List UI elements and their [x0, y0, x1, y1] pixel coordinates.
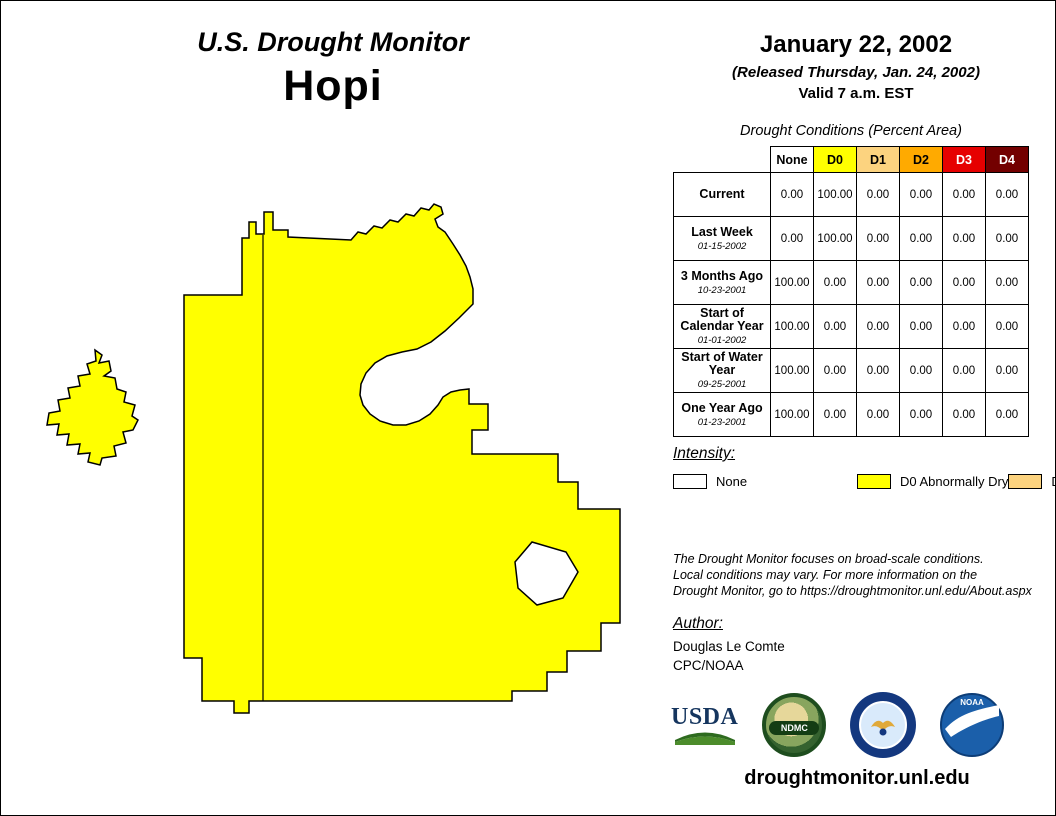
value-cell: 0.00: [942, 392, 986, 437]
col-header-d0: D0: [813, 146, 857, 173]
value-cell: 0.00: [770, 216, 814, 261]
value-cell: 0.00: [985, 172, 1029, 217]
value-cell: 0.00: [856, 348, 900, 393]
usda-swoosh-icon: [674, 732, 735, 745]
row-label: Current: [673, 172, 771, 217]
value-cell: 0.00: [985, 348, 1029, 393]
value-cell: 0.00: [899, 348, 943, 393]
col-header-d4: D4: [985, 146, 1029, 173]
report-title: U.S. Drought Monitor: [197, 27, 469, 57]
value-cell: 0.00: [899, 216, 943, 261]
author-title: Author:: [673, 615, 723, 632]
hopi-map: [46, 203, 621, 714]
value-cell: 100.00: [770, 260, 814, 305]
value-cell: 0.00: [813, 260, 857, 305]
value-cell: 0.00: [770, 172, 814, 217]
table-corner-cell: [673, 146, 771, 173]
value-cell: 0.00: [856, 216, 900, 261]
value-cell: 0.00: [985, 260, 1029, 305]
row-label: Start of Calendar Year 01-01-2002: [673, 304, 771, 349]
released-date: (Released Thursday, Jan. 24, 2002): [732, 64, 980, 81]
value-cell: 0.00: [942, 216, 986, 261]
value-cell: 0.00: [899, 172, 943, 217]
value-cell: 0.00: [942, 348, 986, 393]
value-cell: 0.00: [856, 392, 900, 437]
table-row: 3 Months Ago 10-23-2001 100.00 0.00 0.00…: [673, 260, 1029, 305]
table-row: Last Week 01-15-2002 0.00 100.00 0.00 0.…: [673, 216, 1029, 261]
usda-logo: USDA: [671, 705, 738, 745]
noaa-logo: NOAA: [940, 693, 1005, 757]
value-cell: 0.00: [899, 392, 943, 437]
author-name: Douglas Le Comte: [673, 639, 785, 654]
value-cell: 0.00: [899, 304, 943, 349]
value-cell: 0.00: [856, 260, 900, 305]
ndmc-logo: NDMC: [762, 693, 827, 757]
author-org: CPC/NOAA: [673, 658, 744, 673]
hopi-main-region: [183, 203, 621, 714]
value-cell: 0.00: [813, 304, 857, 349]
d1-swatch: [1008, 474, 1043, 489]
value-cell: 0.00: [985, 304, 1029, 349]
value-cell: 0.00: [813, 392, 857, 437]
report-date: January 22, 2002: [759, 31, 953, 58]
value-cell: 0.00: [813, 348, 857, 393]
date-block: January 22, 2002 (Released Thursday, Jan…: [665, 31, 1047, 102]
col-header-d3: D3: [942, 146, 986, 173]
value-cell: 0.00: [942, 260, 986, 305]
row-label: Last Week 01-15-2002: [673, 216, 771, 261]
table-row: Start of Calendar Year 01-01-2002 100.00…: [673, 304, 1029, 349]
commerce-seal-icon: [850, 692, 917, 758]
svg-text:NOAA: NOAA: [961, 698, 985, 707]
legend-item-d0: D0 Abnormally Dry: [857, 469, 1008, 494]
value-cell: 0.00: [856, 172, 900, 217]
disclaimer-text: The Drought Monitor focuses on broad-sca…: [673, 552, 1032, 598]
location-title: Hopi: [283, 62, 383, 110]
drought-conditions-table: None D0 D1 D2 D3 D4 Current 0.00 100.00 …: [673, 146, 1029, 437]
table-caption: Drought Conditions (Percent Area): [740, 123, 962, 139]
d0-swatch: [857, 474, 891, 489]
ndmc-globe-icon: NDMC: [762, 693, 827, 757]
table-row: Start of Water Year 09-25-2001 100.00 0.…: [673, 348, 1029, 393]
title-block: U.S. Drought Monitor Hopi: [1, 27, 665, 111]
value-cell: 0.00: [942, 172, 986, 217]
col-header-none: None: [770, 146, 814, 173]
table-row: Current 0.00 100.00 0.00 0.00 0.00 0.00: [673, 172, 1029, 217]
legend-item-none: None: [673, 469, 857, 494]
valid-time: Valid 7 a.m. EST: [798, 85, 914, 102]
col-header-d1: D1: [856, 146, 900, 173]
intensity-legend: None D0 Abnormally Dry D1 Moderate Droug…: [673, 469, 1055, 494]
none-swatch: [673, 474, 707, 489]
value-cell: 100.00: [770, 304, 814, 349]
value-cell: 0.00: [899, 260, 943, 305]
value-cell: 100.00: [813, 216, 857, 261]
table-row: One Year Ago 01-23-2001 100.00 0.00 0.00…: [673, 392, 1029, 437]
legend-item-d1: D1 Moderate Drought: [1008, 469, 1055, 494]
value-cell: 100.00: [770, 392, 814, 437]
logo-row: USDA NDMC: [671, 689, 1037, 761]
col-header-d2: D2: [899, 146, 943, 173]
row-label: One Year Ago 01-23-2001: [673, 392, 771, 437]
value-cell: 100.00: [813, 172, 857, 217]
row-label: 3 Months Ago 10-23-2001: [673, 260, 771, 305]
value-cell: 0.00: [942, 304, 986, 349]
legend-title: Intensity:: [673, 445, 736, 462]
table-header-row: None D0 D1 D2 D3 D4: [673, 146, 1029, 173]
eagle-icon: [871, 720, 896, 736]
value-cell: 0.00: [985, 216, 1029, 261]
footer-url: droughtmonitor.unl.edu: [744, 767, 970, 789]
moenkopi-district-region: [46, 348, 139, 466]
value-cell: 0.00: [856, 304, 900, 349]
commerce-logo: [850, 692, 917, 758]
value-cell: 0.00: [985, 392, 1029, 437]
value-cell: 100.00: [770, 348, 814, 393]
noaa-seal-icon: NOAA: [940, 693, 1005, 757]
row-label: Start of Water Year 09-25-2001: [673, 348, 771, 393]
map-enclave-hole: [514, 541, 579, 606]
